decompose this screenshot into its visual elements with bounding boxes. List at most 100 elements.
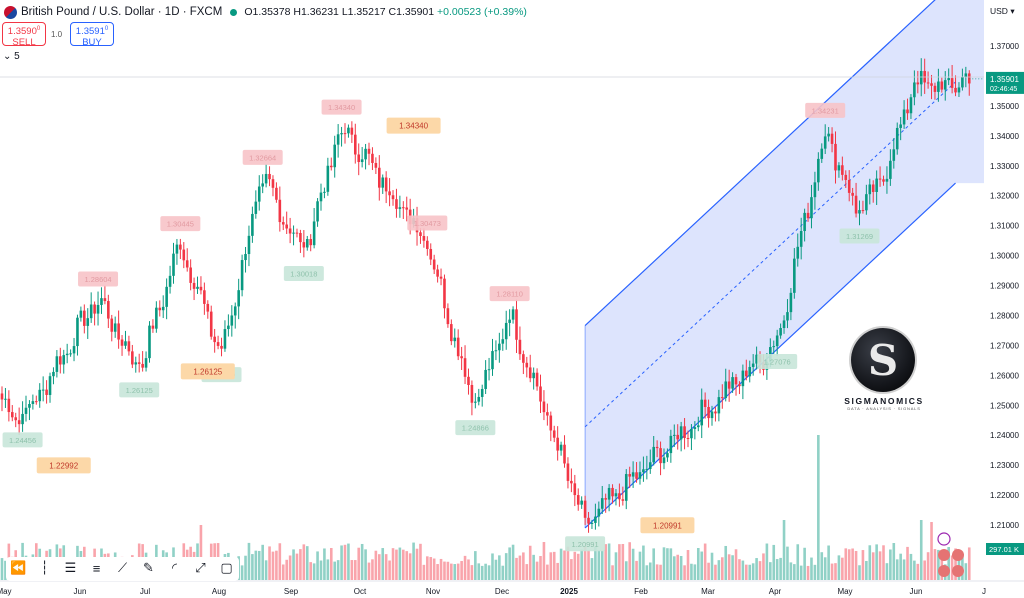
candle-body xyxy=(751,363,755,367)
pencil-icon[interactable]: ✎ xyxy=(143,560,154,575)
candle-body xyxy=(652,446,655,463)
candle-body xyxy=(484,369,487,389)
volume-bar xyxy=(765,543,769,580)
candle-body xyxy=(230,315,234,326)
volume-badge-value: 297.01 K xyxy=(989,545,1019,554)
interval-selector[interactable]: ⌄ 5 xyxy=(3,51,20,62)
candle-body xyxy=(422,236,426,241)
volume-bar xyxy=(696,548,700,580)
volume-bar xyxy=(690,563,693,580)
volume-bar xyxy=(583,545,587,580)
volume-bar xyxy=(477,563,481,580)
candle-body xyxy=(604,498,607,500)
volume-bar xyxy=(374,550,378,580)
path-icon[interactable]: ⤢ xyxy=(195,560,206,575)
volume-bar xyxy=(378,554,381,580)
volume-bar xyxy=(916,563,920,580)
candle-body xyxy=(350,127,354,135)
volume-bar xyxy=(405,551,409,580)
logo-tagline: DATA · ANALYSIS · SIGNALS xyxy=(847,406,921,411)
candle-body xyxy=(110,318,114,332)
price-tag-box xyxy=(36,457,91,474)
candle-body xyxy=(669,435,673,454)
candle-body xyxy=(374,162,378,168)
pivot-label: 1.28604 xyxy=(78,271,119,287)
price-tag: 1.22992 xyxy=(36,457,91,474)
candle-body xyxy=(192,282,196,289)
candle-body xyxy=(717,397,721,414)
volume-bar xyxy=(923,560,926,580)
candle-body xyxy=(309,239,312,246)
volume-bar xyxy=(847,549,851,580)
volume-bar xyxy=(199,525,203,580)
candle-body xyxy=(906,109,909,114)
line-tools-icon[interactable]: ┆ xyxy=(40,560,49,575)
currency-selector[interactable]: USD ▾ xyxy=(990,6,1015,17)
volume-badge-bg xyxy=(986,543,1024,555)
bar-replay-icon[interactable]: ⏪ xyxy=(10,560,27,575)
logo-name: SIGMANOMICS xyxy=(844,396,924,406)
price-tag: 1.26125 xyxy=(180,363,235,380)
candle-body xyxy=(546,412,549,416)
volume-bar xyxy=(710,552,714,580)
volume-bar xyxy=(676,554,680,580)
volume-bar xyxy=(878,551,882,580)
volume-bar xyxy=(967,547,971,580)
x-tick-label: Sep xyxy=(284,587,299,596)
arc-icon[interactable]: ◜ xyxy=(171,560,178,575)
candle-body xyxy=(21,413,24,425)
volume-bar xyxy=(432,558,436,580)
candle-body xyxy=(799,231,803,247)
volume-bar xyxy=(484,563,487,580)
candle-body xyxy=(755,354,758,364)
chevron-down-icon: ▾ xyxy=(1010,6,1015,16)
symbol-title[interactable]: British Pound / U.S. Dollar · 1D · FXCM xyxy=(21,6,223,18)
candle-body xyxy=(590,522,594,524)
price-tag-text: 1.34340 xyxy=(399,122,428,131)
candle-body xyxy=(388,191,391,196)
candle-body xyxy=(227,325,230,330)
y-tick-label: 1.22000 xyxy=(990,491,1019,500)
candle-body xyxy=(655,446,659,449)
candle-body xyxy=(535,372,539,387)
candle-body xyxy=(100,298,103,305)
volume-bar xyxy=(419,543,422,580)
candle-body xyxy=(206,303,210,312)
fib-icon[interactable]: ≡ xyxy=(92,560,101,576)
candle-body xyxy=(237,290,240,307)
volume-bar xyxy=(350,560,354,580)
volume-bar xyxy=(755,558,758,580)
rectangle-icon[interactable]: ▢ xyxy=(220,560,233,575)
candle-body xyxy=(199,286,203,291)
volume-bar xyxy=(913,560,916,580)
candle-body xyxy=(587,517,590,524)
trendline-icon[interactable]: ⟋ xyxy=(117,560,128,575)
volume-bar xyxy=(302,544,306,580)
volume-bar xyxy=(666,548,669,580)
candle-body xyxy=(261,183,264,187)
volume-bar xyxy=(762,553,765,580)
candle-body xyxy=(666,453,669,458)
candle-body xyxy=(288,228,292,234)
pivot-label-box xyxy=(839,228,880,244)
sell-button[interactable]: 1.35900 SELL xyxy=(2,22,46,48)
candle-body xyxy=(364,148,367,160)
x-tick-label: 2025 xyxy=(560,587,578,596)
buy-button[interactable]: 1.35910 BUY xyxy=(70,22,114,48)
volume-bar xyxy=(947,547,950,580)
candle-body xyxy=(333,144,337,168)
pivot-label: 1.34340 xyxy=(321,99,362,115)
y-tick-label: 1.37000 xyxy=(990,42,1019,51)
candle-body xyxy=(539,386,542,402)
candle-body xyxy=(4,398,7,400)
candle-body xyxy=(398,207,402,209)
volume-bar xyxy=(926,552,930,580)
volume-bar xyxy=(552,551,556,580)
x-tick-label: Jun xyxy=(74,587,87,596)
volume-bar xyxy=(727,554,731,580)
candle-body xyxy=(299,232,302,243)
candle-body xyxy=(340,133,343,135)
horizontal-lines-icon[interactable]: ☰ xyxy=(64,560,77,575)
candle-body xyxy=(645,468,649,470)
